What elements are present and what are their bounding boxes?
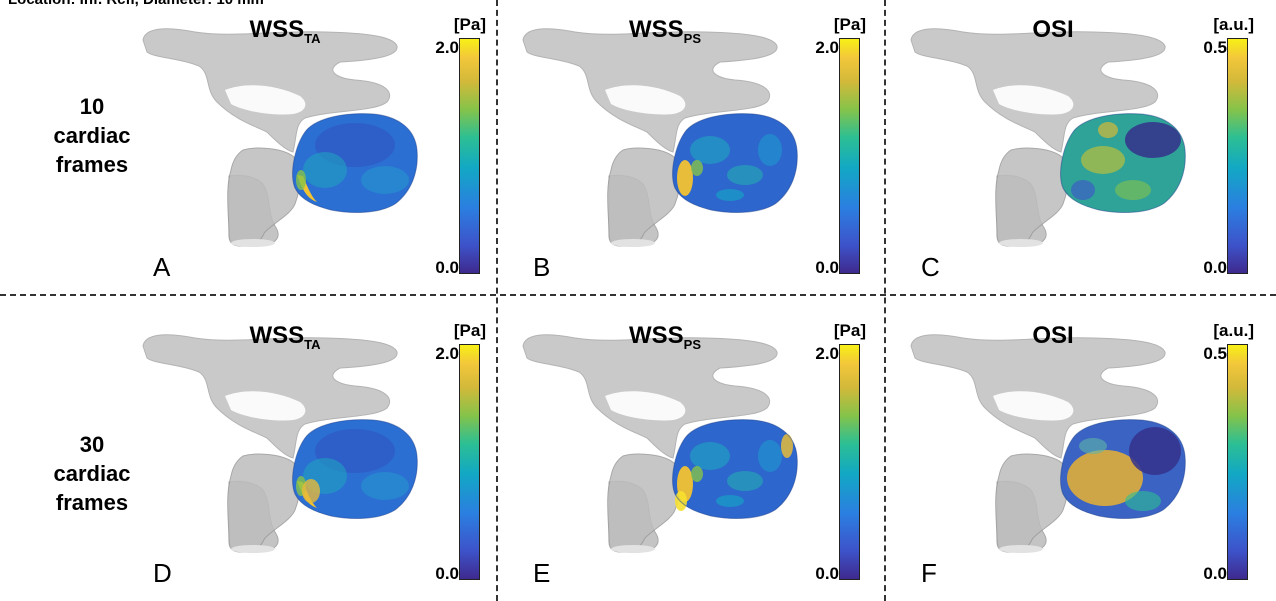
panel-title: WSSTA xyxy=(225,16,345,46)
row-label-10-frames: 10 cardiac frames xyxy=(12,92,172,179)
colorbar-min-label: 0.0 xyxy=(435,564,459,583)
panel-c: OSI [a.u.] 0.5 0.0 C xyxy=(893,0,1273,295)
vessel-render xyxy=(910,28,1186,247)
colorbar-min-label: 0.0 xyxy=(815,258,839,277)
panel-e: WSSPS [Pa] 2.0 0.0 E xyxy=(505,306,885,601)
panel-letter: A xyxy=(153,252,171,282)
aneurysm-surface xyxy=(1060,419,1186,519)
panel-title: OSI xyxy=(993,16,1113,44)
colorbar-min-label: 0.0 xyxy=(815,564,839,583)
vessel-render xyxy=(142,334,418,553)
row-label-line: frames xyxy=(55,490,129,515)
vessel-bulb xyxy=(227,147,301,247)
vessel-bulb xyxy=(995,147,1069,247)
panel-b: WSSPS [Pa] 2.0 0.0 B xyxy=(505,0,885,295)
aneurysm-surface xyxy=(672,113,798,213)
vessel-render xyxy=(910,334,1186,553)
panel-title: WSSPS xyxy=(605,16,725,46)
colorbar-min-label: 0.0 xyxy=(435,258,459,277)
panel-title: WSSTA xyxy=(225,322,345,352)
panel-letter: D xyxy=(153,558,172,588)
row-label-line: cardiac xyxy=(53,123,131,148)
colorbar xyxy=(459,38,480,274)
divider-horizontal xyxy=(0,294,1276,296)
colorbar xyxy=(1227,38,1248,274)
aneurysm-surface xyxy=(292,419,418,519)
figure-caption: Location: Inf. Rcfl, Diameter: 10 mm xyxy=(8,0,264,8)
colorbar xyxy=(459,344,480,580)
vessel-render xyxy=(142,28,418,247)
colorbar xyxy=(839,38,860,274)
panel-title-main: WSS xyxy=(628,16,684,43)
panel-title-main: WSS xyxy=(628,322,684,349)
colorbar-max-label: 2.0 xyxy=(815,38,839,57)
colorbar-max-label: 2.0 xyxy=(435,38,459,57)
panel-title-main: OSI xyxy=(1032,322,1074,349)
panel-letter: C xyxy=(921,252,940,282)
panel-a: WSSTA [Pa] 2.0 0.0 A xyxy=(125,0,505,295)
colorbar-min-label: 0.0 xyxy=(1203,564,1227,583)
row-label-line: frames xyxy=(55,152,129,177)
panel-title-main: OSI xyxy=(1032,16,1074,43)
panel-title: WSSPS xyxy=(605,322,725,352)
panel-letter: E xyxy=(533,558,551,588)
colorbar-max-label: 2.0 xyxy=(435,344,459,363)
colorbar-max-label: 0.5 xyxy=(1203,38,1227,57)
aneurysm-surface xyxy=(672,419,798,519)
panel-letter: F xyxy=(921,558,937,588)
divider-vertical-1 xyxy=(496,0,498,601)
panel-letter: B xyxy=(533,252,551,282)
panel-title-subscript: PS xyxy=(683,31,701,46)
vessel-bulb xyxy=(995,453,1069,553)
colorbar-max-label: 2.0 xyxy=(815,344,839,363)
colorbar-unit: [a.u.] xyxy=(1213,15,1254,34)
colorbar-min-label: 0.0 xyxy=(1203,258,1227,277)
aneurysm-surface xyxy=(292,113,418,213)
row-label-line: 30 xyxy=(79,432,105,457)
colorbar xyxy=(839,344,860,580)
colorbar-unit: [Pa] xyxy=(833,15,866,34)
panel-title-subscript: TA xyxy=(304,31,321,46)
colorbar-unit: [Pa] xyxy=(453,15,486,34)
colorbar-unit: [Pa] xyxy=(833,321,866,340)
row-label-line: cardiac xyxy=(53,461,131,486)
aneurysm-surface xyxy=(1060,113,1186,213)
panel-d: WSSTA [Pa] 2.0 0.0 D xyxy=(125,306,505,601)
panel-title-main: WSS xyxy=(249,322,305,349)
vessel-bulb xyxy=(607,453,681,553)
row-label-line: 10 xyxy=(79,94,105,119)
vessel-render xyxy=(522,334,798,553)
row-label-30-frames: 30 cardiac frames xyxy=(12,430,172,517)
vessel-bulb xyxy=(227,453,301,553)
panel-title-subscript: PS xyxy=(683,337,701,352)
colorbar xyxy=(1227,344,1248,580)
panel-title-subscript: TA xyxy=(304,337,321,352)
panel-title-main: WSS xyxy=(249,16,305,43)
divider-vertical-2 xyxy=(884,0,886,601)
panel-title: OSI xyxy=(993,322,1113,350)
panel-f: OSI [a.u.] 0.5 0.0 F xyxy=(893,306,1273,601)
vessel-render xyxy=(522,28,798,247)
colorbar-unit: [a.u.] xyxy=(1213,321,1254,340)
colorbar-max-label: 0.5 xyxy=(1203,344,1227,363)
colorbar-unit: [Pa] xyxy=(453,321,486,340)
vessel-bulb xyxy=(607,147,681,247)
